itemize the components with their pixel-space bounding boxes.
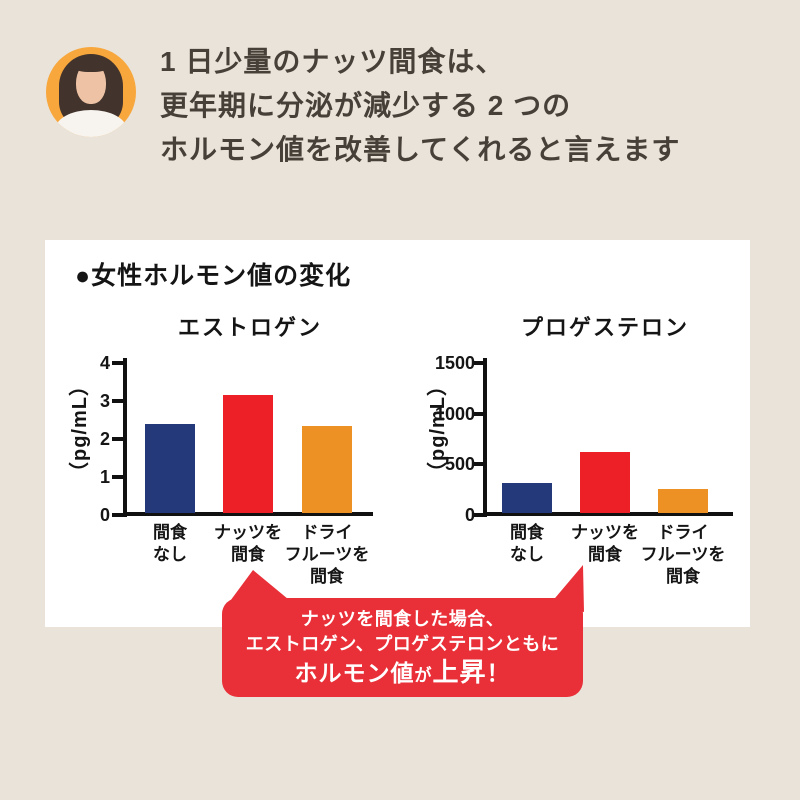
- x-axis: [483, 512, 733, 516]
- headline-text: 1 日少量のナッツ間食は、 更年期に分泌が減少する 2 つの ホルモン値を改善し…: [160, 40, 770, 172]
- y-tick-label: 1500: [434, 353, 475, 373]
- callout-line-3: ホルモン値が上昇！: [222, 657, 583, 691]
- y-tick-mark: [112, 437, 123, 441]
- bar-category-label: ドライ フルーツを 間食: [284, 523, 370, 586]
- callout-particle-text: が: [414, 666, 433, 685]
- y-tick-mark: [472, 513, 483, 517]
- y-tick-label: 1000: [434, 403, 475, 424]
- y-tick-mark: [112, 399, 123, 403]
- bar-2: [302, 425, 352, 513]
- y-tick-mark: [112, 513, 123, 517]
- headline-line-1: 1 日少量のナッツ間食は、: [160, 46, 505, 77]
- callout-line-1: ナッツを間食した場合、: [300, 609, 505, 629]
- bar-category-label: ナッツを 間食: [571, 523, 639, 564]
- estrogen-chart-title: エストロゲン: [177, 315, 322, 340]
- bar-1: [223, 395, 273, 513]
- bar-category-label: ナッツを 間食: [214, 523, 282, 564]
- chart-area-1: プロゲステロン （pg/mL） 0 500 1000 1500 間食 なし ナッツを 間食 ドラ…: [415, 300, 755, 610]
- bar-1: [580, 452, 630, 513]
- callout-bubble: ナッツを間食した場合、 エストロゲン、プロゲステロンともに ホルモン値が上昇！: [222, 598, 583, 697]
- bar-0: [145, 423, 195, 513]
- avatar-shirt: [55, 110, 127, 137]
- callout-hormone-text: ホルモン値: [294, 660, 415, 686]
- callout-line-2: エストロゲン、プロゲステロンともに: [245, 634, 560, 654]
- y-tick-mark: [112, 361, 123, 365]
- bar-category-label: 間食 なし: [153, 523, 187, 564]
- y-tick-label: 0: [464, 505, 475, 525]
- chart-card: ●女性ホルモン値の変化 エストロゲン （pg/mL） 0 1 2 3 4 間食 なし ナッツを…: [45, 240, 750, 627]
- y-tick-label: 0: [99, 505, 110, 525]
- chart-area-0: エストロゲン （pg/mL） 0 1 2 3 4 間食 なし ナッツを 間食 ドライ フルーツを 間食: [60, 300, 400, 610]
- y-axis: [483, 358, 487, 517]
- headline-line-3: ホルモン値を改善してくれると言えます: [160, 134, 681, 165]
- callout-rise-text: 上昇: [432, 657, 487, 687]
- y-tick-mark: [472, 411, 483, 416]
- bar-0: [502, 482, 552, 513]
- y-tick-label: 500: [444, 454, 475, 475]
- bar-category-label: ドライ フルーツを 間食: [640, 523, 726, 586]
- y-tick-label: 3: [99, 391, 110, 411]
- bar-2: [658, 488, 708, 513]
- headline-line-2: 更年期に分泌が減少する 2 つの: [160, 90, 572, 121]
- avatar-bangs: [73, 57, 109, 72]
- speaker-avatar: [46, 47, 136, 137]
- callout-exclamation: ！: [486, 660, 511, 686]
- y-tick-label: 2: [99, 429, 110, 449]
- progesterone-chart-title: プロゲステロン: [520, 315, 689, 340]
- y-tick-label: 4: [99, 353, 110, 373]
- bar-category-label: 間食 なし: [510, 523, 544, 564]
- y-tick-mark: [472, 361, 483, 365]
- x-axis: [123, 512, 373, 516]
- card-title: ●女性ホルモン値の変化: [75, 262, 352, 290]
- y-tick-mark: [472, 462, 483, 467]
- y-tick-label: 1: [99, 467, 110, 487]
- y-axis: [123, 358, 127, 517]
- y-tick-mark: [112, 475, 123, 479]
